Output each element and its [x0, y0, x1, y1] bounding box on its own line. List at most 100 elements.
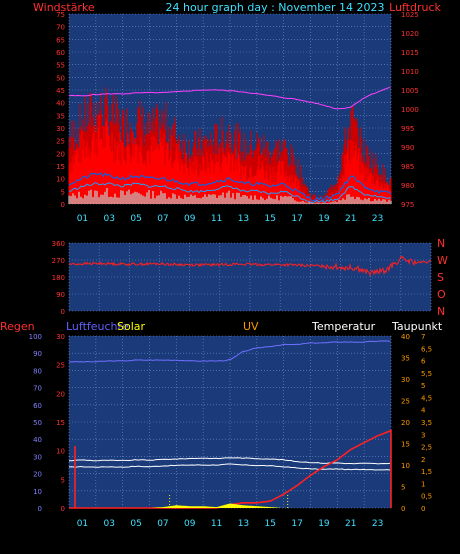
pressure-tick-label: 1010 — [401, 68, 419, 76]
uv-tick-label: 3 — [421, 431, 425, 439]
hour-tick-label: 09 — [184, 214, 196, 224]
compass-tick-label: O — [437, 288, 446, 301]
rain-tick-label: 50 — [33, 419, 42, 427]
temperature-tick-label: 20 — [401, 419, 410, 427]
temperature-tick-label: 35 — [401, 355, 410, 363]
wind-tick-label: 5 — [61, 188, 65, 196]
solar-label: Solar — [117, 320, 146, 333]
hour-tick-label: 19 — [318, 214, 330, 224]
windstaerke-label: Windstärke — [33, 1, 95, 14]
wind-direction-line — [68, 255, 431, 277]
rain-tick-label: 0 — [38, 505, 42, 513]
uv-tick-label: 0 — [421, 505, 425, 513]
hour-tick-label: 11 — [211, 519, 222, 529]
humidity-tick-label: 10 — [56, 448, 65, 456]
wind-tick-label: 10 — [56, 176, 65, 184]
avg-speed-line — [68, 182, 392, 204]
hour-tick-label: 17 — [291, 214, 302, 224]
hour-tick-label: 07 — [157, 519, 168, 529]
direction-series — [68, 255, 431, 277]
rain-tick-label: 100 — [29, 333, 42, 341]
uv-tick-label: 5 — [421, 382, 425, 390]
uv-tick-label: 4,5 — [421, 394, 432, 402]
pressure-tick-label: 990 — [401, 144, 414, 152]
hour-tick-label: 15 — [265, 214, 276, 224]
taupunkt-label: Taupunkt — [391, 320, 443, 333]
uv-tick-label: 3,5 — [421, 419, 432, 427]
rain-tick-label: 40 — [33, 436, 42, 444]
pressure-tick-label: 1025 — [401, 11, 419, 19]
humidity-tick-label: 0 — [61, 505, 65, 513]
uv-tick-label: 7 — [421, 333, 425, 341]
humidity-tick-label: 15 — [56, 419, 65, 427]
rain-tick-label: 80 — [33, 367, 42, 375]
hour-tick-label: 13 — [238, 214, 249, 224]
uv-tick-label: 1 — [421, 480, 425, 488]
temperature-tick-label: 0 — [401, 505, 405, 513]
hour-tick-label: 07 — [157, 214, 168, 224]
luftfeuchte-label: Luftfeuchte — [66, 320, 129, 333]
luftdruck-label: Luftdruck — [389, 1, 441, 14]
pressure-tick-label: 985 — [401, 163, 414, 171]
rain-temp-series — [68, 340, 392, 509]
hour-tick-label: 03 — [104, 214, 115, 224]
wind-tick-label: 60 — [56, 49, 65, 57]
wind-tick-label: 25 — [56, 138, 65, 146]
pressure-tick-label: 1015 — [401, 49, 419, 57]
wind-base-bars — [68, 188, 392, 204]
uv-tick-label: 2 — [421, 456, 425, 464]
rain-tick-label: 90 — [33, 350, 42, 358]
pressure-tick-label: 1000 — [401, 106, 419, 114]
temperature-tick-label: 40 — [401, 333, 410, 341]
wind-tick-label: 75 — [56, 11, 65, 19]
humidity-line — [68, 340, 391, 363]
uv-tick-label: 6 — [421, 358, 426, 366]
compass-tick-label: W — [437, 254, 448, 267]
temperatur-label: Temperatur — [311, 320, 376, 333]
hour-tick-label: 13 — [238, 519, 249, 529]
uv-tick-label: 5,5 — [421, 370, 432, 378]
rain-tick-label: 10 — [33, 488, 42, 496]
wind-tick-label: 50 — [56, 74, 65, 82]
wind-tick-label: 65 — [56, 36, 65, 44]
max-speed-line — [68, 172, 392, 202]
compass-tick-label: N — [437, 237, 445, 250]
pressure-line — [68, 86, 391, 110]
wind-pressure-series — [68, 86, 392, 204]
direction-tick-label: 180 — [52, 274, 65, 282]
pressure-tick-label: 995 — [401, 125, 414, 133]
compass-tick-label: S — [437, 271, 444, 284]
temperature-tick-label: 10 — [401, 462, 410, 470]
regen-label: Regen — [0, 320, 35, 333]
wind-tick-label: 35 — [56, 112, 65, 120]
luftfeuchte-axis: 0 5 10 15 20 25 30 — [56, 333, 65, 513]
luftdruck-axis: 975 980 985 990 995 1000 1005 1010 1015 1020 1025 — [401, 11, 419, 209]
rain-temp-plot-area — [69, 336, 391, 508]
rain-tick-label: 30 — [33, 453, 42, 461]
hour-tick-label: 01 — [77, 214, 88, 224]
humidity-tick-label: 20 — [56, 390, 65, 398]
direction-tick-label: 0 — [61, 308, 65, 316]
hour-tick-label: 09 — [184, 519, 196, 529]
hour-tick-label: 21 — [345, 519, 356, 529]
hour-tick-label: 17 — [291, 519, 302, 529]
uv-tick-label: 0,5 — [421, 493, 432, 501]
dewpoint-line — [68, 463, 391, 471]
wind-tick-label: 15 — [56, 163, 65, 171]
uv-tick-label: 4 — [421, 407, 426, 415]
hour-tick-label: 15 — [265, 519, 276, 529]
time-axis-top: 01 03 05 07 09 11 13 15 17 19 21 23 — [77, 214, 384, 224]
temperature-tick-label: 30 — [401, 376, 410, 384]
direction-degree-axis: 0 90 180 270 360 — [52, 240, 65, 316]
solar-bars — [152, 503, 281, 508]
wind-tick-label: 45 — [56, 87, 65, 95]
humidity-tick-label: 25 — [56, 362, 65, 370]
time-axis-bottom: 01 03 05 07 09 11 13 15 17 19 21 23 — [77, 519, 384, 529]
temperature-tick-label: 5 — [401, 484, 405, 492]
wind-tick-label: 55 — [56, 62, 65, 70]
direction-tick-label: 360 — [52, 240, 65, 248]
rain-tick-label: 70 — [33, 385, 42, 393]
direction-grid — [68, 242, 432, 312]
hour-tick-label: 23 — [372, 214, 383, 224]
